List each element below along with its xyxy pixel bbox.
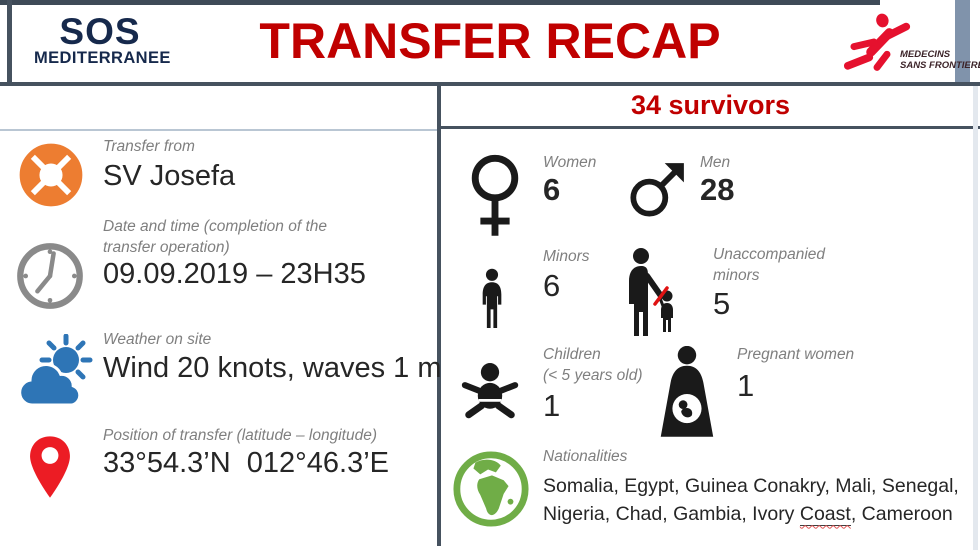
msf-logo-line1: MEDECINS — [900, 49, 951, 60]
nationalities-line2: Nigeria, Chad, Gambia, Ivory Coast, Came… — [543, 500, 973, 528]
nationalities-list: Somalia, Egypt, Guinea Conakry, Mali, Se… — [543, 472, 973, 529]
women-label: Women — [543, 154, 597, 171]
men-value: 28 — [700, 172, 735, 207]
right-edge-strip — [973, 86, 978, 550]
unaccompanied-minors-value: 5 — [713, 286, 731, 321]
weather-icon — [10, 334, 96, 410]
date-time-label-line1: Date and time (completion of the — [103, 218, 328, 235]
transfer-from-value: SV Josefa — [103, 160, 236, 192]
weather-label: Weather on site — [103, 331, 212, 348]
transfer-from-label: Transfer from — [103, 138, 195, 155]
left-panel-top-line — [0, 129, 437, 131]
nationalities-line2-after: , Cameroon — [850, 503, 953, 526]
msf-logo-line2: SANS FRONTIERES — [900, 59, 980, 71]
children-under5-value: 1 — [543, 388, 561, 423]
female-icon — [466, 154, 524, 240]
children-under5-label-line2: (< 5 years old) — [543, 367, 643, 385]
header-left-border — [7, 0, 12, 83]
weather-value: Wind 20 knots, waves 1 m — [103, 352, 442, 384]
unaccompanied-minors-label: Unaccompanied minors — [713, 244, 825, 286]
date-time-label: Date and time (completion of the transfe… — [103, 216, 327, 258]
survivors-underline — [441, 126, 980, 129]
header: SOS MEDITERRANEE TRANSFER RECAP M — [0, 0, 980, 82]
minors-label: Minors — [543, 248, 590, 265]
msf-logo-text: MEDECINS SANS FRONTIERES — [900, 49, 980, 72]
male-icon — [625, 158, 689, 222]
position-label: Position of transfer (latitude – longitu… — [103, 427, 377, 444]
msf-running-man-icon — [838, 12, 916, 72]
nationalities-line2-before: Nigeria, Chad, Gambia, Ivory — [543, 503, 800, 526]
baby-icon — [458, 350, 522, 434]
globe-icon — [452, 450, 530, 528]
left-panel: Transfer from SV Josefa Date and time (c… — [0, 86, 441, 550]
nationalities-line1: Somalia, Egypt, Guinea Conakry, Mali, Se… — [543, 475, 959, 497]
nationalities-label: Nationalities — [543, 448, 628, 465]
unaccompanied-minor-icon — [622, 248, 684, 340]
date-time-label-line2: transfer operation) — [103, 239, 230, 257]
women-value: 6 — [543, 172, 561, 207]
unaccompanied-minors-label-line2: minors — [713, 267, 760, 285]
date-time-value: 09.09.2019 – 23H35 — [103, 258, 366, 290]
pregnant-women-label: Pregnant women — [737, 346, 855, 363]
sos-logo-text: SOS — [59, 11, 141, 52]
minor-icon — [478, 268, 506, 332]
pregnant-woman-icon — [652, 346, 720, 440]
sos-logo-subtext: MEDITERRANEE — [34, 49, 171, 68]
position-value: 33°54.3’N 012°46.3’E — [103, 447, 390, 479]
clock-icon — [14, 240, 86, 312]
sos-mediterranee-logo: SOS MEDITERRANEE — [34, 11, 171, 68]
survivors-title: 34 survivors — [630, 90, 791, 120]
top-border — [0, 0, 880, 5]
children-under5-label-line1: Children — [543, 346, 601, 363]
nationalities-misspelled-word: Coast — [799, 503, 851, 527]
header-right-border — [955, 0, 970, 82]
lifebuoy-icon — [18, 142, 84, 208]
page-title: TRANSFER RECAP — [259, 13, 721, 69]
minors-value: 6 — [543, 268, 561, 303]
header-bottom-border — [0, 82, 980, 86]
men-label: Men — [700, 154, 731, 171]
panel-divider — [437, 82, 441, 546]
children-under5-label: Children (< 5 years old) — [543, 344, 643, 386]
pregnant-women-value: 1 — [737, 368, 755, 403]
right-panel: 34 survivors Women 6 Men 28 — [441, 86, 980, 550]
unaccompanied-minors-label-line1: Unaccompanied — [713, 246, 826, 263]
location-pin-icon — [27, 428, 73, 506]
msf-logo: MEDECINS SANS FRONTIERES — [838, 12, 980, 74]
